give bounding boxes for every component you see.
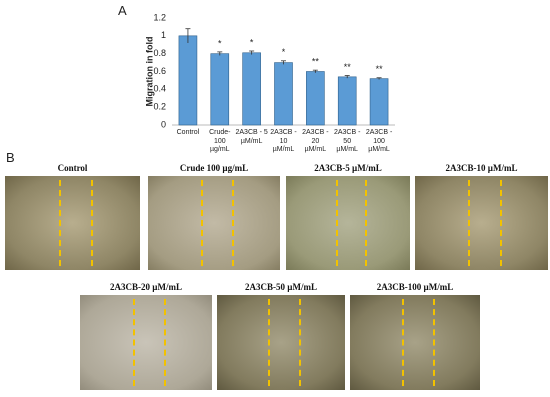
significance: * — [282, 47, 286, 57]
wound-edge — [132, 299, 135, 386]
y-tick-label: 0.8 — [153, 48, 166, 58]
microscopy-image — [217, 295, 345, 390]
wound-edge — [164, 299, 167, 386]
image-caption: Control — [57, 163, 88, 173]
wound-edge — [433, 299, 436, 386]
wound-edge — [232, 180, 235, 266]
wound-edge — [91, 180, 94, 266]
bar — [369, 78, 389, 126]
wound-edge — [59, 180, 61, 266]
bar — [242, 52, 261, 126]
bar — [306, 71, 325, 126]
significance: * — [250, 37, 254, 47]
wound-edge — [298, 299, 301, 386]
y-tick-label: 0 — [161, 119, 166, 129]
y-tick-label: 1 — [161, 30, 166, 40]
x-tick-label: 2A3CB - 20 µM/mL — [302, 129, 329, 153]
y-tick-label: 0.6 — [153, 66, 166, 76]
y-tick-label: 0.2 — [153, 102, 166, 112]
image-caption: Crude 100 µg/mL — [179, 163, 249, 173]
microscopy-image — [148, 176, 280, 270]
image-caption: 2A3CB-50 µM/mL — [245, 282, 317, 292]
x-tick-label: 2A3CB - 10 µM/mL — [270, 129, 297, 153]
wound-edge — [365, 180, 368, 266]
x-tick-label: Crude- 100 µg/mL — [209, 129, 231, 153]
wound-edge — [200, 180, 203, 266]
significance: ** — [312, 57, 320, 67]
wound-edge — [500, 180, 503, 266]
wound-edge — [268, 299, 271, 386]
microscopy-image — [80, 295, 212, 390]
panel-label: B — [6, 150, 15, 165]
microscopy-image — [415, 176, 548, 270]
y-axis-title: Migration in fold — [144, 37, 154, 107]
wound-edge — [468, 180, 471, 266]
y-tick-label: 1.2 — [153, 12, 166, 22]
microscopy-image — [350, 295, 480, 390]
wound-edge — [402, 299, 404, 386]
image-caption: 2A3CB-5 µM/mL — [314, 163, 382, 173]
significance: * — [218, 38, 222, 48]
bar — [210, 53, 230, 126]
bar — [274, 62, 293, 126]
bar — [178, 35, 198, 126]
significance: ** — [344, 62, 352, 72]
wound-edge — [335, 180, 338, 266]
x-tick-label: 2A3CB - 50 µM/mL — [333, 129, 361, 153]
microscopy-image — [5, 176, 140, 270]
bar — [337, 76, 357, 126]
x-tick-label: 2A3CB - 5 µM/mL — [235, 129, 268, 145]
significance: ** — [376, 64, 384, 74]
x-tick-label: Control — [176, 129, 200, 136]
x-tick-label: 2A3CB - 100 µM/mL — [365, 129, 393, 153]
image-caption: 2A3CB-100 µM/mL — [376, 282, 454, 292]
image-caption: 2A3CB-20 µM/mL — [110, 282, 182, 292]
image-caption: 2A3CB-10 µM/mL — [445, 163, 518, 173]
y-tick-label: 0.4 — [153, 84, 166, 94]
microscopy-image — [286, 176, 410, 270]
panel-label: A — [118, 3, 127, 18]
